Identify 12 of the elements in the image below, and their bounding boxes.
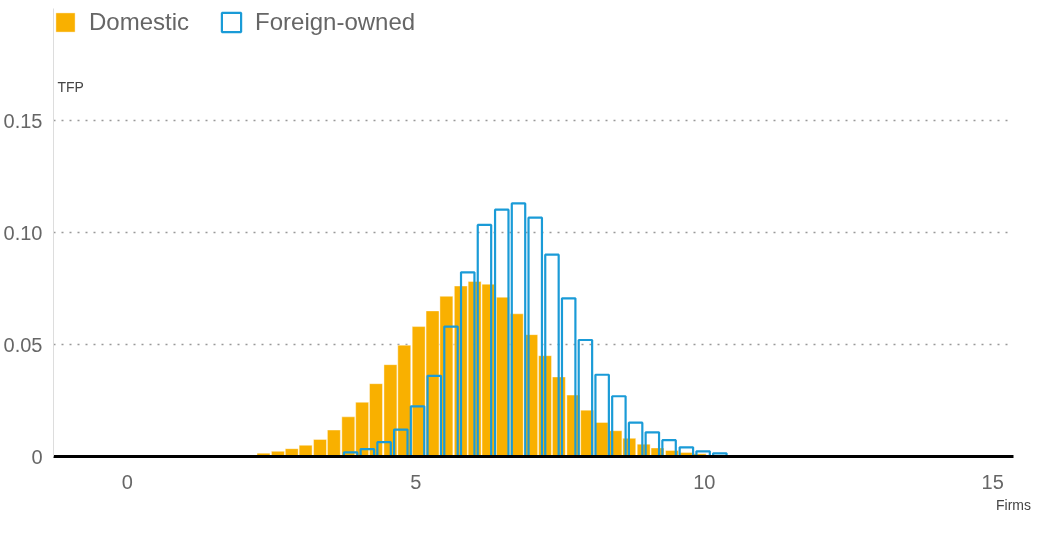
y-tick-label: 0.10 bbox=[3, 221, 43, 244]
y-axis-title: TFP bbox=[57, 78, 84, 95]
y-tick-label: 0.15 bbox=[3, 109, 43, 132]
legend-label: Foreign-owned bbox=[255, 8, 416, 36]
y-tick-label: 0 bbox=[31, 445, 43, 468]
legend-label: Domestic bbox=[89, 8, 190, 36]
x-tick-label: 10 bbox=[693, 470, 716, 493]
x-tick-label: 15 bbox=[981, 470, 1004, 493]
x-tick-label: 5 bbox=[410, 470, 422, 493]
x-tick-label: 0 bbox=[121, 470, 133, 493]
y-tick-label: 0.05 bbox=[3, 333, 43, 356]
x-axis-title: Firms bbox=[996, 496, 1032, 513]
